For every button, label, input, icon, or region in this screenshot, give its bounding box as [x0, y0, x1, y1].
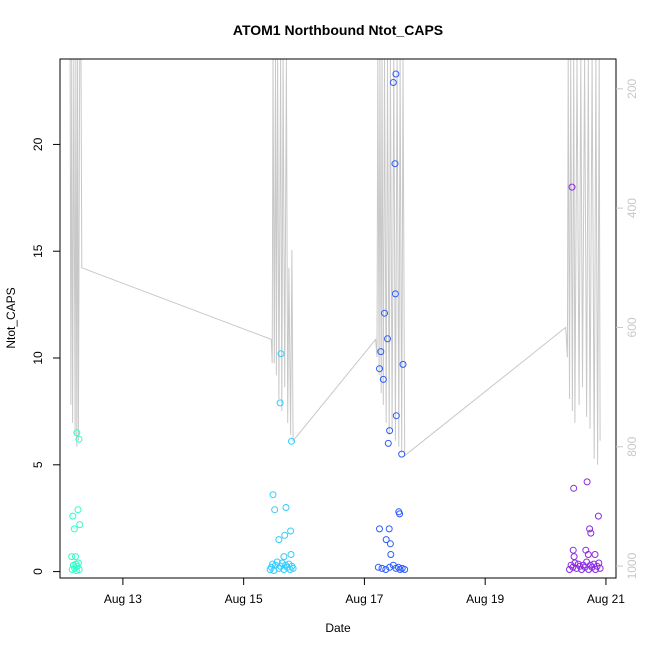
data-point	[567, 561, 575, 569]
data-point	[75, 435, 83, 443]
data-point	[569, 563, 577, 571]
data-point	[377, 348, 385, 356]
data-point	[594, 512, 602, 520]
y-axis-label: Ntot_CAPS	[4, 287, 18, 348]
data-point	[385, 525, 393, 533]
data-point	[68, 553, 76, 561]
data-point	[379, 375, 387, 383]
data-point	[396, 510, 404, 518]
data-point	[75, 566, 83, 573]
data-point	[275, 536, 283, 544]
data-point	[392, 70, 400, 78]
data-point	[70, 525, 78, 533]
data-point	[392, 412, 400, 420]
data-point	[72, 553, 79, 561]
data-point	[289, 564, 297, 572]
x-tick-label: Aug 13	[104, 592, 142, 606]
points-layer	[68, 70, 604, 574]
right-tick-label: 200	[625, 78, 639, 98]
data-point	[587, 529, 595, 537]
data-point	[386, 427, 394, 435]
right-tick-label: 400	[625, 198, 639, 218]
data-point	[74, 559, 82, 567]
data-point	[382, 566, 390, 573]
data-point	[586, 561, 594, 569]
data-point	[569, 546, 577, 554]
data-point	[282, 504, 290, 511]
data-point	[401, 566, 409, 573]
data-point	[570, 484, 578, 492]
data-point	[394, 563, 402, 571]
data-point	[376, 525, 383, 533]
data-point	[596, 564, 604, 572]
data-point	[398, 450, 406, 458]
data-point	[584, 551, 592, 558]
data-point	[275, 564, 283, 572]
y-tick-label: 0	[31, 568, 45, 575]
data-point	[277, 350, 285, 358]
data-point	[386, 540, 394, 548]
plot-frame	[59, 58, 617, 579]
data-point	[287, 551, 295, 558]
data-point	[591, 551, 599, 558]
x-axis-label: Date	[325, 621, 351, 635]
y-tick-label: 20	[31, 137, 45, 151]
data-point	[583, 478, 591, 486]
y-tick-label: 15	[31, 244, 45, 258]
data-point	[381, 309, 388, 317]
data-point	[271, 506, 279, 514]
data-point	[281, 531, 289, 539]
data-point	[374, 563, 382, 571]
data-point	[280, 553, 288, 561]
data-point	[574, 560, 582, 568]
right-tick-label: 1000	[625, 552, 639, 579]
series-line	[69, 59, 601, 465]
right-axis: 200 400 600 800 1000	[616, 78, 639, 579]
data-point	[76, 521, 84, 529]
data-point	[384, 335, 391, 343]
data-point	[376, 365, 383, 373]
data-point	[273, 558, 281, 566]
y-axis: 0 5 10 15 20	[31, 137, 60, 575]
y-tick-label: 5	[31, 461, 45, 468]
data-point	[568, 183, 576, 191]
data-point	[73, 429, 81, 437]
data-point	[389, 79, 397, 86]
line-layer	[69, 59, 601, 465]
x-tick-label: Aug 21	[587, 592, 625, 606]
data-point	[69, 512, 77, 520]
data-point	[269, 491, 277, 499]
data-point	[570, 553, 578, 561]
data-point	[384, 439, 392, 447]
data-point	[391, 290, 399, 298]
data-point	[276, 399, 284, 407]
data-point	[382, 536, 390, 544]
x-tick-label: Aug 17	[345, 592, 383, 606]
data-point	[287, 527, 295, 535]
y-tick-label: 10	[31, 351, 45, 365]
right-tick-label: 600	[625, 317, 639, 337]
data-point	[74, 506, 82, 514]
chart-title: ATOM1 Northbound Ntot_CAPS	[233, 22, 443, 38]
x-tick-label: Aug 15	[225, 592, 263, 606]
x-tick-label: Aug 19	[466, 592, 504, 606]
x-axis: Aug 13 Aug 15 Aug 17 Aug 19 Aug 21	[104, 578, 625, 606]
data-point	[378, 564, 386, 572]
data-point	[391, 160, 399, 168]
data-point	[387, 551, 395, 558]
data-point	[288, 437, 295, 445]
data-point	[586, 525, 594, 533]
right-tick-label: 800	[625, 436, 639, 456]
data-point	[399, 360, 407, 368]
